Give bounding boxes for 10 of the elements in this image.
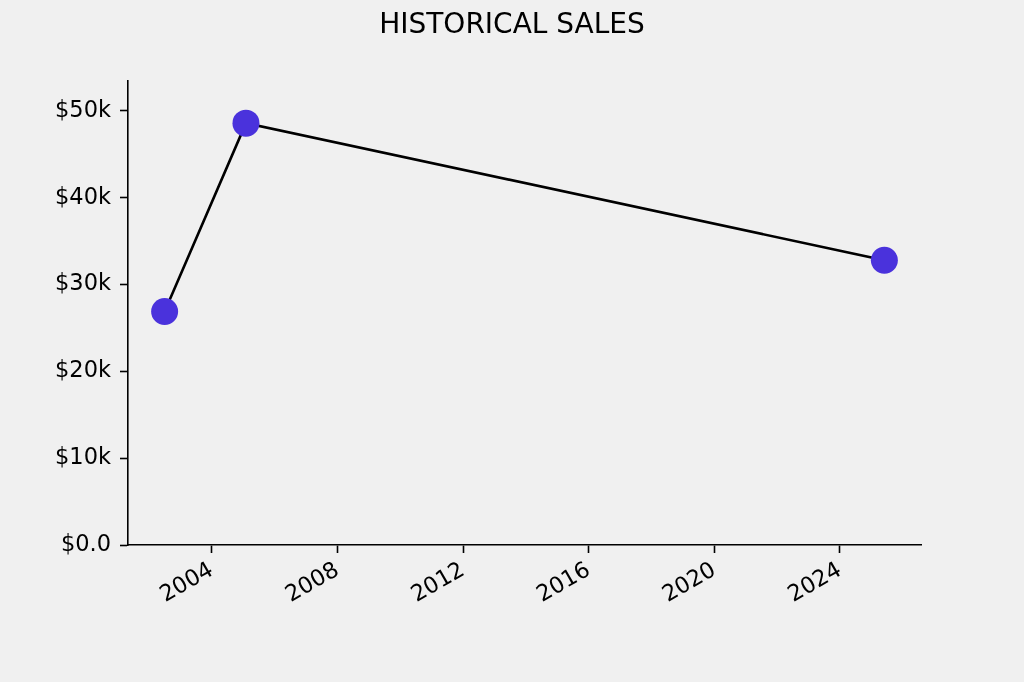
y-tick-label: $0.0 (60, 529, 111, 556)
y-tick-label: $50k (55, 95, 111, 122)
chart-title: HISTORICAL SALES (379, 7, 645, 41)
y-tick-label: $30k (55, 269, 111, 296)
point (151, 298, 179, 325)
point (870, 246, 898, 274)
y-tick-label: $20k (55, 356, 111, 383)
point (232, 109, 260, 137)
y-tick-label: $40k (55, 182, 111, 209)
y-tick-label: $10k (55, 443, 111, 470)
